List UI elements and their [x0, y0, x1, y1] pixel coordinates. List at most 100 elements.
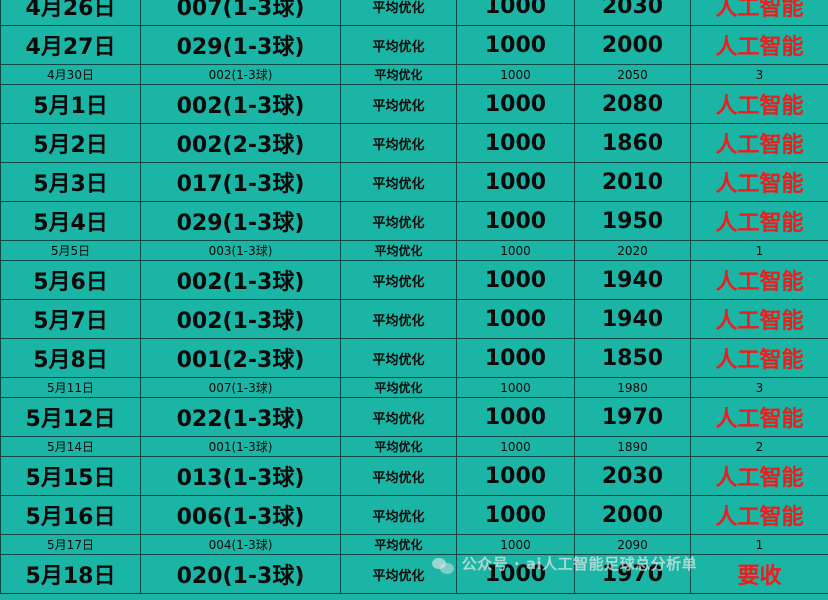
- result-cell: 人工智能: [690, 84, 828, 124]
- return-cell: 2090: [574, 534, 691, 555]
- table-row: 5月12日 022(1-3球) 平均优化 1000 1970 人工智能: [0, 397, 828, 437]
- method-cell: 平均优化: [340, 123, 457, 163]
- table-row: 5月2日 002(2-3球) 平均优化 1000 1860 人工智能: [0, 123, 828, 163]
- stake-cell: 1000: [456, 25, 575, 65]
- method-cell: 平均优化: [340, 377, 457, 398]
- result-cell: 人工智能: [690, 123, 828, 163]
- watermark: 公众号 · ai人工智能足球总分析单: [432, 553, 697, 574]
- stake-cell: 1000: [456, 299, 575, 339]
- table-row: 5月17日 004(1-3球) 平均优化 1000 2090 1: [0, 534, 828, 555]
- return-cell: 2050: [574, 64, 691, 85]
- return-cell: 1850: [574, 338, 691, 378]
- result-cell: 人工智能: [690, 260, 828, 300]
- return-cell: 2000: [574, 25, 691, 65]
- method-cell: 平均优化: [340, 534, 457, 555]
- table-row: 5月11日 007(1-3球) 平均优化 1000 1980 3: [0, 377, 828, 398]
- return-cell: 1940: [574, 260, 691, 300]
- result-cell: 人工智能: [690, 25, 828, 65]
- stake-cell: 1000: [456, 64, 575, 85]
- pick-code-cell: 006(1-3球): [140, 495, 341, 535]
- pick-code-cell: 029(1-3球): [140, 25, 341, 65]
- stake-cell: 1000: [456, 0, 575, 26]
- stake-cell: 1000: [456, 495, 575, 535]
- pick-code-cell: 002(2-3球): [140, 123, 341, 163]
- date-cell: 4月27日: [0, 25, 141, 65]
- method-cell: 平均优化: [340, 495, 457, 535]
- stake-cell: 1000: [456, 123, 575, 163]
- return-cell: 2080: [574, 84, 691, 124]
- date-cell: 5月2日: [0, 123, 141, 163]
- result-cell: 1: [690, 240, 828, 261]
- table-row: 5月7日 002(1-3球) 平均优化 1000 1940 人工智能: [0, 299, 828, 339]
- stake-cell: 1000: [456, 397, 575, 437]
- table-row: 5月16日 006(1-3球) 平均优化 1000 2000 人工智能: [0, 495, 828, 535]
- table-row: 5月3日 017(1-3球) 平均优化 1000 2010 人工智能: [0, 162, 828, 202]
- stake-cell: 1000: [456, 456, 575, 496]
- method-cell: 平均优化: [340, 436, 457, 457]
- pick-code-cell: 002(1-3球): [140, 84, 341, 124]
- pick-code-cell: 022(1-3球): [140, 397, 341, 437]
- date-cell: 5月7日: [0, 299, 141, 339]
- return-cell: 1980: [574, 377, 691, 398]
- result-cell: 人工智能: [690, 299, 828, 339]
- pick-code-cell: 013(1-3球): [140, 456, 341, 496]
- stake-cell: 1000: [456, 84, 575, 124]
- method-cell: 平均优化: [340, 456, 457, 496]
- pick-code-cell: 001(1-3球): [140, 436, 341, 457]
- date-cell: 4月26日: [0, 0, 141, 26]
- date-cell: 5月17日: [0, 534, 141, 555]
- result-cell: 人工智能: [690, 338, 828, 378]
- pick-code-cell: 002(1-3球): [140, 260, 341, 300]
- result-cell: 人工智能: [690, 397, 828, 437]
- pick-code-cell: 017(1-3球): [140, 162, 341, 202]
- stake-cell: 1000: [456, 534, 575, 555]
- return-cell: 1940: [574, 299, 691, 339]
- date-cell: 5月15日: [0, 456, 141, 496]
- pick-code-cell: 007(1-3球): [140, 377, 341, 398]
- result-cell: 3: [690, 377, 828, 398]
- date-cell: 4月30日: [0, 64, 141, 85]
- stake-cell: 1000: [456, 240, 575, 261]
- method-cell: 平均优化: [340, 260, 457, 300]
- method-cell: 平均优化: [340, 0, 457, 26]
- method-cell: 平均优化: [340, 397, 457, 437]
- table-row: 4月27日 029(1-3球) 平均优化 1000 2000 人工智能: [0, 25, 828, 65]
- method-cell: 平均优化: [340, 201, 457, 241]
- date-cell: 5月3日: [0, 162, 141, 202]
- table-row: 4月30日 002(1-3球) 平均优化 1000 2050 3: [0, 64, 828, 85]
- pick-code-cell: 020(1-3球): [140, 554, 341, 594]
- return-cell: 2030: [574, 456, 691, 496]
- pick-code-cell: 003(1-3球): [140, 240, 341, 261]
- table-row: 5月15日 013(1-3球) 平均优化 1000 2030 人工智能: [0, 456, 828, 496]
- table-row: 5月6日 002(1-3球) 平均优化 1000 1940 人工智能: [0, 260, 828, 300]
- pick-code-cell: 001(2-3球): [140, 338, 341, 378]
- return-cell: 1970: [574, 397, 691, 437]
- stake-cell: 1000: [456, 260, 575, 300]
- method-cell: 平均优化: [340, 162, 457, 202]
- wechat-icon: [432, 556, 456, 574]
- result-cell: 2: [690, 436, 828, 457]
- result-cell: 人工智能: [690, 495, 828, 535]
- method-cell: 平均优化: [340, 240, 457, 261]
- return-cell: 1860: [574, 123, 691, 163]
- result-cell: 人工智能: [690, 456, 828, 496]
- result-cell: 人工智能: [690, 201, 828, 241]
- stake-cell: 1000: [456, 377, 575, 398]
- table-row: 5月18日 020(1-3球) 平均优化 1000 1970 要收: [0, 554, 828, 594]
- result-cell: 3: [690, 64, 828, 85]
- table-row: 5月5日 003(1-3球) 平均优化 1000 2020 1: [0, 240, 828, 261]
- stake-cell: 1000: [456, 162, 575, 202]
- method-cell: 平均优化: [340, 25, 457, 65]
- result-cell: 要收: [690, 554, 828, 594]
- table-row: 5月1日 002(1-3球) 平均优化 1000 2080 人工智能: [0, 84, 828, 124]
- return-cell: 2030: [574, 0, 691, 26]
- stake-cell: 1000: [456, 338, 575, 378]
- date-cell: 5月6日: [0, 260, 141, 300]
- date-cell: 5月8日: [0, 338, 141, 378]
- result-cell: 人工智能: [690, 162, 828, 202]
- table-row: 5月8日 001(2-3球) 平均优化 1000 1850 人工智能: [0, 338, 828, 378]
- table-row: 4月26日 007(1-3球) 平均优化 1000 2030 人工智能: [0, 0, 828, 26]
